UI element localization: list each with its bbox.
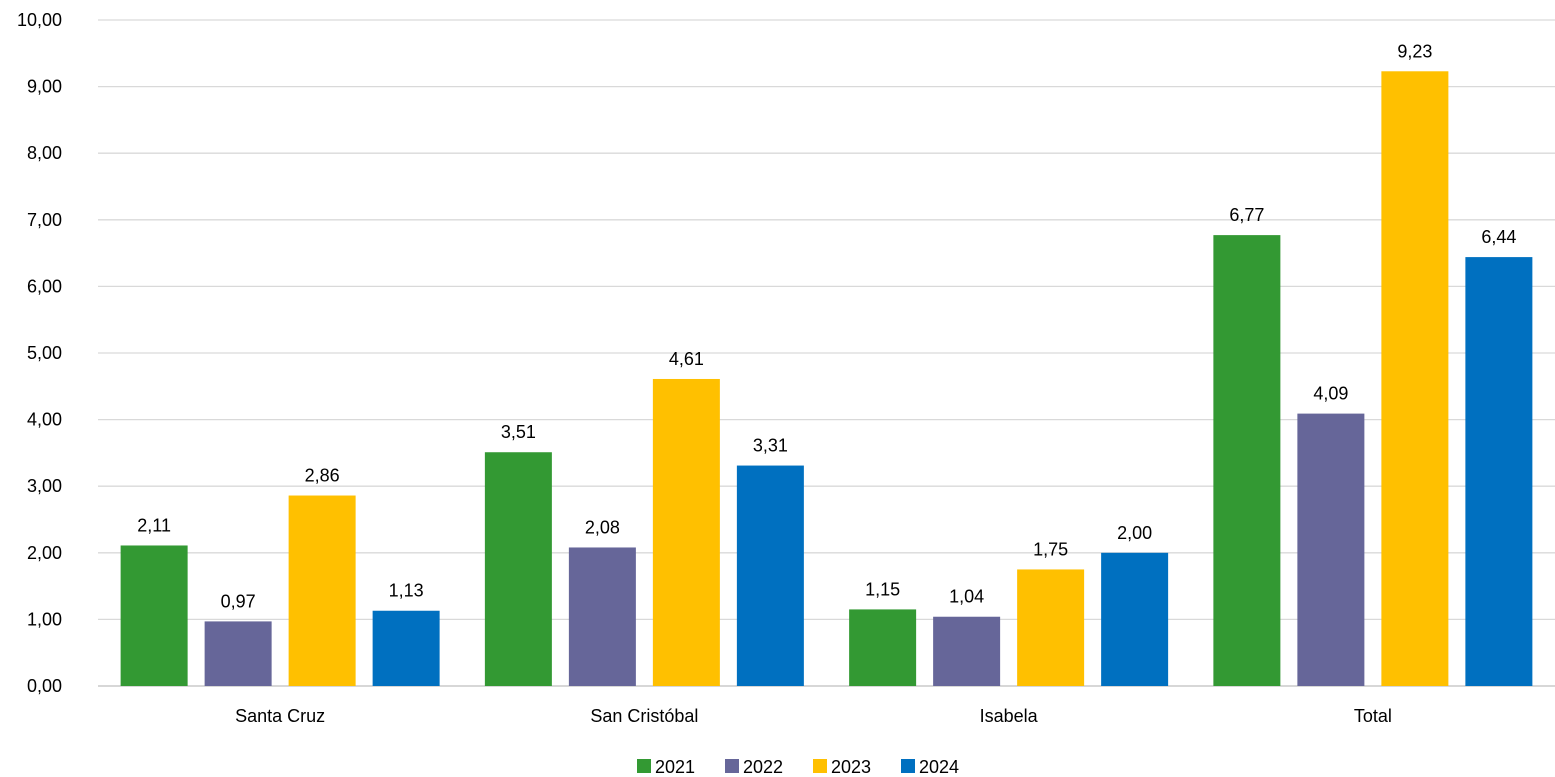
bar-2021 xyxy=(120,545,188,686)
legend-label: 2022 xyxy=(743,757,783,777)
bar-2022 xyxy=(1297,413,1365,686)
bar-2021 xyxy=(849,609,917,686)
data-label: 9,23 xyxy=(1397,41,1432,61)
legend-swatch-2024 xyxy=(901,759,915,773)
data-label: 2,00 xyxy=(1117,523,1152,543)
data-label: 1,04 xyxy=(949,587,984,607)
y-tick-label: 1,00 xyxy=(27,609,62,629)
legend-label: 2021 xyxy=(655,757,695,777)
data-label: 0,97 xyxy=(221,591,256,611)
data-label: 1,15 xyxy=(865,579,900,599)
data-label: 6,77 xyxy=(1229,205,1264,225)
data-label: 2,08 xyxy=(585,517,620,537)
bar-2022 xyxy=(933,616,1001,686)
legend: 2021 2022 2023 2024 xyxy=(637,757,959,777)
bar-2021 xyxy=(1213,235,1281,687)
legend-swatch-2023 xyxy=(813,759,827,773)
data-label: 4,61 xyxy=(669,349,704,369)
data-label: 3,51 xyxy=(501,422,536,442)
bar-2022 xyxy=(204,621,272,686)
y-tick-label: 5,00 xyxy=(27,343,62,363)
legend-label: 2023 xyxy=(831,757,871,777)
bar-2024 xyxy=(1101,552,1169,686)
legend-swatch-2021 xyxy=(637,759,651,773)
y-tick-label: 6,00 xyxy=(27,276,62,296)
y-tick-label: 7,00 xyxy=(27,210,62,230)
category-label: Santa Cruz xyxy=(235,706,325,726)
category-label: Total xyxy=(1354,706,1392,726)
data-label: 1,13 xyxy=(389,581,424,601)
category-label: San Cristóbal xyxy=(590,706,698,726)
legend-label: 2024 xyxy=(919,757,959,777)
data-label: 3,31 xyxy=(753,436,788,456)
bar-2022 xyxy=(568,547,636,686)
y-tick-label: 10,00 xyxy=(17,10,62,30)
legend-swatch-2022 xyxy=(725,759,739,773)
bar-2023 xyxy=(1381,71,1449,687)
data-label: 6,44 xyxy=(1481,227,1516,247)
bar-2023 xyxy=(652,378,720,686)
data-label: 1,75 xyxy=(1033,539,1068,559)
y-tick-label: 8,00 xyxy=(27,143,62,163)
data-labels: 2,11 0,97 2,86 1,13 3,51 2,08 4,61 3,31 1,15 1,04… xyxy=(137,41,1516,611)
bars xyxy=(120,71,1533,687)
category-label: Isabela xyxy=(980,706,1039,726)
y-tick-label: 2,00 xyxy=(27,543,62,563)
data-label: 2,86 xyxy=(305,466,340,486)
y-tick-label: 4,00 xyxy=(27,410,62,430)
y-axis-tick-labels: 0,00 1,00 2,00 3,00 4,00 5,00 6,00 7,00 8,00 9,00… xyxy=(17,10,62,696)
bar-2024 xyxy=(736,465,804,686)
bar-2023 xyxy=(288,495,356,686)
data-label: 2,11 xyxy=(137,515,171,535)
data-label: 4,09 xyxy=(1313,384,1348,404)
bar-2021 xyxy=(484,452,552,686)
y-tick-label: 0,00 xyxy=(27,676,62,696)
y-tick-label: 9,00 xyxy=(27,77,62,97)
x-axis-category-labels: Santa Cruz San Cristóbal Isabela Total xyxy=(235,706,1392,726)
bar-2023 xyxy=(1017,569,1085,686)
bar-2024 xyxy=(1465,257,1533,686)
bar-2024 xyxy=(372,610,440,686)
y-tick-label: 3,00 xyxy=(27,476,62,496)
